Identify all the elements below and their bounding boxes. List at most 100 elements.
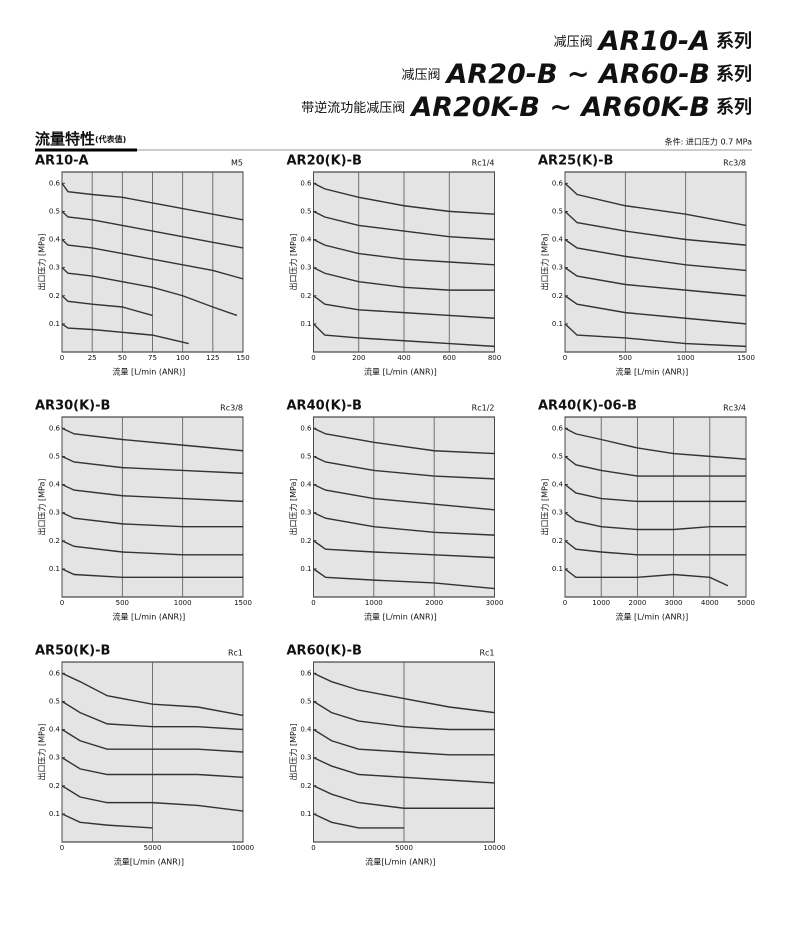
header-prefix: 带逆流功能减压阀 [301, 100, 405, 116]
y-tick-label: 0.5 [552, 207, 563, 215]
flow-curve [313, 210, 495, 241]
flow-curve [313, 182, 495, 215]
y-tick-label: 0.5 [49, 452, 60, 460]
header-model: AR10-A [597, 26, 710, 57]
port-size: Rc1/4 [472, 159, 495, 168]
port-size: Rc3/8 [220, 404, 243, 413]
y-tick-label: 0.2 [49, 537, 60, 545]
x-tick-label: 25 [88, 354, 97, 362]
flow-curve [564, 483, 746, 503]
x-tick-label: 10000 [232, 844, 254, 852]
flow-curve [313, 427, 495, 455]
x-tick-label: 5000 [737, 599, 755, 607]
y-tick-label: 0.3 [300, 754, 311, 762]
chart-title: AR25(K)-B [538, 154, 613, 169]
y-tick-label: 0.5 [49, 207, 60, 215]
y-tick-label: 0.3 [49, 264, 60, 272]
y-tick-label: 0.1 [49, 565, 60, 573]
y-tick-label: 0.4 [300, 236, 312, 244]
flow-curve [61, 267, 238, 317]
x-tick-label: 1000 [365, 599, 383, 607]
flow-curve [313, 756, 495, 784]
chart-title: AR50(K)-B [35, 644, 110, 659]
x-tick-label: 200 [352, 354, 365, 362]
y-tick-label: 0.1 [552, 320, 563, 328]
x-tick-label: 0 [60, 599, 64, 607]
flow-curve [61, 210, 244, 249]
header-line: 减压阀 AR10-A 系列 [554, 26, 752, 57]
x-axis-label: 流量 [L/min (ANR)] [112, 367, 185, 377]
chart-title: AR40(K)-B [287, 399, 362, 414]
flow-curve [313, 785, 495, 809]
plot-area [564, 171, 747, 353]
y-tick-label: 0.6 [552, 179, 564, 187]
x-tick-label: 0 [563, 354, 567, 362]
y-tick-label: 0.2 [300, 782, 311, 790]
section-title: 流量特性(代表值) [35, 130, 126, 148]
flow-curve [61, 511, 243, 528]
x-tick-label: 800 [488, 354, 501, 362]
chart-title: AR60(K)-B [287, 644, 362, 659]
y-axis-label: 出口压力 [MPa] [37, 478, 47, 535]
flow-curve [313, 728, 495, 756]
flow-curve [313, 700, 495, 731]
flow-curve [61, 238, 244, 280]
flow-curve [313, 511, 495, 536]
y-tick-label: 0.1 [49, 320, 60, 328]
x-tick-label: 0 [60, 844, 64, 852]
condition: 条件: 进口压力 0.7 MPa [665, 137, 752, 147]
flow-curve [564, 427, 747, 460]
y-tick-label: 0.6 [552, 424, 564, 432]
y-tick-label: 0.1 [49, 810, 60, 818]
section-title-text: 流量特性 [35, 130, 95, 148]
flow-curve [313, 568, 495, 590]
chart-title: AR10-A [35, 154, 89, 169]
header-prefix: 减压阀 [554, 35, 593, 50]
x-axis-label: 流量[L/min (ANR)] [365, 857, 435, 867]
flow-curve [564, 182, 747, 227]
header-model: AR20-B ~ AR60-B [444, 59, 710, 90]
x-tick-label: 50 [118, 354, 127, 362]
flow-curve [61, 568, 243, 579]
y-tick-label: 0.2 [300, 292, 311, 300]
y-tick-label: 0.4 [552, 236, 564, 244]
section-note: (代表值) [95, 134, 126, 144]
flow-curve [564, 267, 747, 297]
flow-curve [61, 295, 153, 317]
flow-curve [313, 323, 495, 348]
x-tick-label: 4000 [701, 599, 719, 607]
x-tick-label: 5000 [144, 844, 162, 852]
flow-curve [313, 295, 495, 319]
flow-curve [313, 238, 495, 266]
flow-curve [61, 427, 244, 452]
chart-title: AR40(K)-06-B [538, 399, 637, 414]
chart-title: AR20(K)-B [287, 154, 362, 169]
x-tick-label: 0 [60, 354, 64, 362]
y-axis-label: 出口压力 [MPa] [37, 723, 47, 780]
y-tick-label: 0.6 [49, 179, 61, 187]
y-tick-label: 0.4 [49, 726, 61, 734]
y-tick-label: 0.3 [49, 509, 60, 517]
y-tick-label: 0.1 [300, 810, 311, 818]
y-tick-label: 0.1 [552, 565, 563, 573]
y-tick-label: 0.3 [552, 264, 563, 272]
y-tick-label: 0.1 [300, 320, 311, 328]
y-axis-label: 出口压力 [MPa] [37, 233, 47, 290]
x-tick-label: 400 [397, 354, 410, 362]
y-tick-label: 0.4 [49, 236, 61, 244]
port-size: Rc3/8 [723, 159, 746, 168]
y-tick-label: 0.6 [49, 669, 61, 677]
x-tick-label: 500 [619, 354, 632, 362]
y-axis-label: 出口压力 [MPa] [288, 723, 298, 780]
flow-curve [564, 295, 747, 325]
y-tick-label: 0.6 [300, 179, 312, 187]
flow-curve [564, 323, 747, 348]
x-tick-label: 0 [311, 354, 315, 362]
x-axis-label: 流量 [L/min (ANR)] [364, 612, 437, 622]
x-tick-label: 75 [148, 354, 157, 362]
flow-curve [61, 813, 153, 829]
x-axis-label: 流量 [L/min (ANR)] [615, 612, 688, 622]
x-tick-label: 1500 [234, 599, 252, 607]
y-tick-label: 0.1 [300, 565, 311, 573]
